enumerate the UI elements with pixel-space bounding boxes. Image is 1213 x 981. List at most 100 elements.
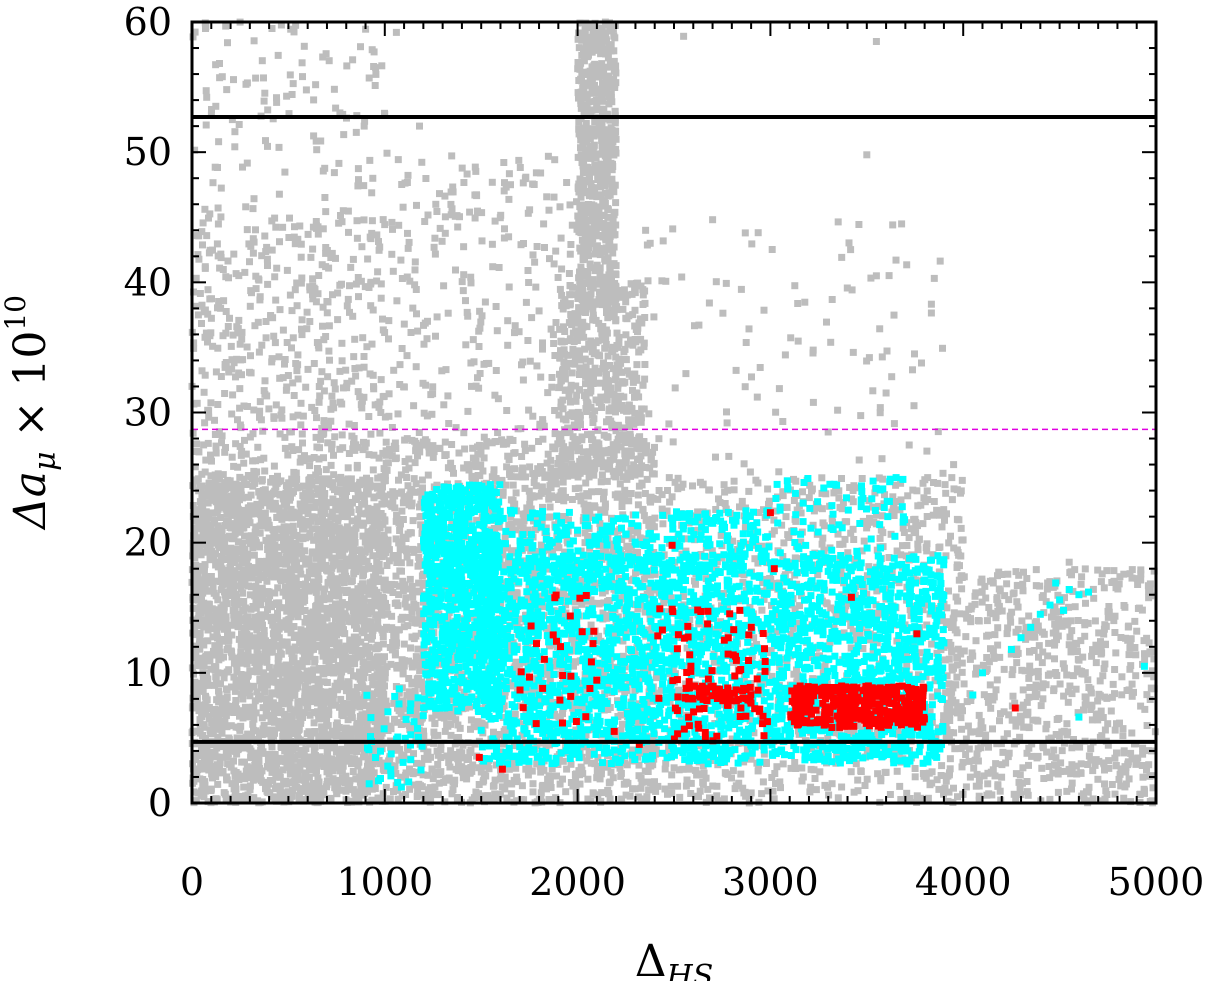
scatter-point xyxy=(339,110,347,118)
scatter-point xyxy=(353,234,361,242)
scatter-point xyxy=(232,779,239,787)
scatter-point xyxy=(228,494,236,501)
scatter-point xyxy=(204,637,212,645)
scatter-point xyxy=(234,770,242,778)
scatter-point xyxy=(263,243,271,251)
scatter-point xyxy=(336,367,344,375)
scatter-point xyxy=(361,117,369,125)
scatter-point xyxy=(223,493,231,501)
scatter-point xyxy=(252,285,260,293)
scatter-point xyxy=(195,534,203,542)
scatter-point xyxy=(307,630,315,638)
scatter-point xyxy=(415,553,423,561)
scatter-point xyxy=(384,541,392,549)
scatter-point xyxy=(244,613,252,621)
scatter-point xyxy=(243,617,251,625)
scatter-point xyxy=(299,439,306,447)
scatter-point xyxy=(222,617,230,625)
scatter-point xyxy=(203,745,211,753)
scatter-point xyxy=(302,534,309,542)
scatter-point xyxy=(419,598,427,606)
scatter-point xyxy=(594,754,602,762)
scatter-point xyxy=(231,597,239,605)
scatter-point xyxy=(303,491,311,499)
scatter-point xyxy=(276,491,284,499)
scatter-point xyxy=(290,686,298,694)
scatter-point xyxy=(294,613,302,621)
scatter-point xyxy=(230,611,238,619)
scatter-point xyxy=(297,421,305,429)
scatter-point xyxy=(208,741,216,748)
scatter-point xyxy=(315,613,323,621)
scatter-point xyxy=(275,353,283,361)
scatter-point xyxy=(378,500,386,508)
scatter-point xyxy=(594,791,602,799)
scatter-point xyxy=(201,205,209,213)
scatter-point xyxy=(263,702,270,710)
scatter-point xyxy=(324,669,332,677)
scatter-point xyxy=(336,398,344,406)
scatter-point xyxy=(204,612,212,619)
scatter-point xyxy=(235,621,243,629)
scatter-point xyxy=(223,753,231,761)
scatter-point xyxy=(256,640,264,648)
scatter-point xyxy=(314,708,321,716)
scatter-point xyxy=(212,61,220,69)
scatter-point xyxy=(291,677,299,685)
scatter-point xyxy=(348,760,355,768)
scatter-point xyxy=(340,579,348,586)
scatter-point xyxy=(204,499,211,507)
scatter-point xyxy=(246,519,254,527)
scatter-point xyxy=(379,326,387,334)
scatter-point xyxy=(230,757,237,765)
scatter-point xyxy=(379,216,387,224)
scatter-point xyxy=(201,616,209,624)
scatter-point xyxy=(552,641,560,649)
scatter-point xyxy=(248,797,256,804)
scatter-point xyxy=(276,556,284,563)
scatter-point xyxy=(232,440,240,448)
scatter-point xyxy=(297,279,305,287)
scatter-point xyxy=(400,640,408,648)
scatter-point xyxy=(433,791,441,799)
scatter-point xyxy=(191,524,199,532)
scatter-point xyxy=(617,711,625,719)
scatter-point xyxy=(293,302,301,310)
scatter-point xyxy=(322,208,330,216)
scatter-point xyxy=(206,332,214,340)
scatter-point xyxy=(307,517,315,525)
scatter-point xyxy=(360,353,368,360)
scatter-point xyxy=(418,493,426,501)
scatter-point xyxy=(324,579,332,587)
scatter-point xyxy=(255,488,263,496)
scatter-point xyxy=(328,440,336,448)
scatter-point xyxy=(292,469,300,477)
scatter-point xyxy=(300,709,308,717)
scatter-point xyxy=(219,266,227,273)
scatter-point xyxy=(190,532,198,540)
scatter-point xyxy=(229,391,237,399)
scatter-point xyxy=(305,773,313,781)
scatter-point xyxy=(213,720,221,728)
scatter-point xyxy=(274,51,282,59)
scatter-point xyxy=(318,723,326,731)
scatter-point xyxy=(289,552,296,560)
scatter-point xyxy=(230,76,237,84)
scatter-point xyxy=(363,509,371,517)
scatter-point xyxy=(262,561,270,569)
scatter-point xyxy=(254,576,262,584)
scatter-point xyxy=(310,666,318,674)
scatter-point xyxy=(194,251,202,259)
scatter-point xyxy=(216,493,224,501)
scatter-point xyxy=(348,377,356,385)
scatter-point xyxy=(270,793,278,801)
scatter-point xyxy=(544,450,552,458)
scatter-point xyxy=(360,393,368,401)
scatter-point xyxy=(284,372,292,379)
scatter-point xyxy=(223,86,231,94)
scatter-point xyxy=(526,463,534,471)
scatter-point xyxy=(194,659,202,667)
scatter-point xyxy=(223,722,231,730)
scatter-point xyxy=(643,442,651,450)
scatter-point xyxy=(241,744,249,752)
